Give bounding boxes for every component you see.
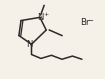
Text: +: +: [43, 12, 48, 17]
Text: N: N: [26, 40, 32, 49]
Text: Br: Br: [80, 18, 89, 27]
Text: −: −: [87, 18, 93, 24]
Text: N: N: [37, 13, 43, 22]
